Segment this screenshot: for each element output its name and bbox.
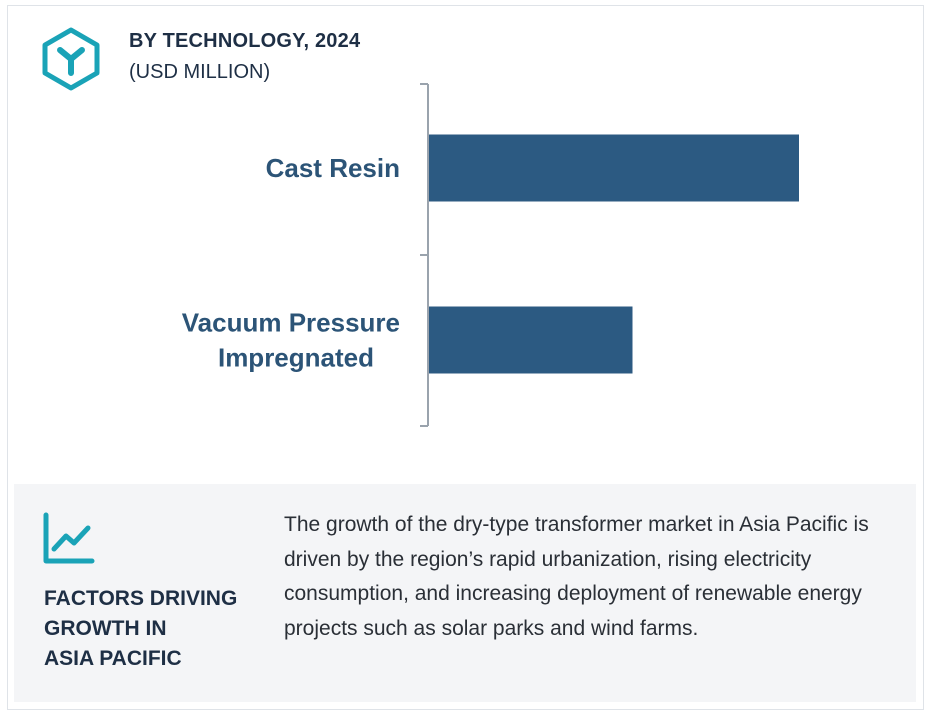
factors-description: The growth of the dry-type transformer m… [284,513,869,640]
bar-0 [429,134,799,202]
category-label-line: Cast Resin [266,153,400,183]
chart-subtitle: (USD MILLION) [129,61,271,83]
hexagon-y-logo-icon [42,27,100,91]
category-label-line: Impregnated [218,343,374,373]
category-label-line: Vacuum Pressure [182,308,400,338]
factors-panel: FACTORS DRIVING GROWTH IN ASIA PACIFIC T… [14,484,916,702]
category-label: Cast Resin [266,153,400,183]
chart-title: BY TECHNOLOGY, 2024 [129,30,361,52]
bar-chart: Cast Resin Vacuum Pressure Impregnated [182,83,799,427]
bar-1 [429,306,633,374]
factors-heading-line: ASIA PACIFIC [44,647,182,670]
trend-chart-icon [43,512,95,564]
factors-heading-line: GROWTH IN [44,617,167,640]
category-label: Vacuum Pressure Impregnated [182,308,400,373]
factors-heading: FACTORS DRIVING GROWTH IN ASIA PACIFIC [44,584,274,674]
factors-heading-line: FACTORS DRIVING [44,587,238,610]
